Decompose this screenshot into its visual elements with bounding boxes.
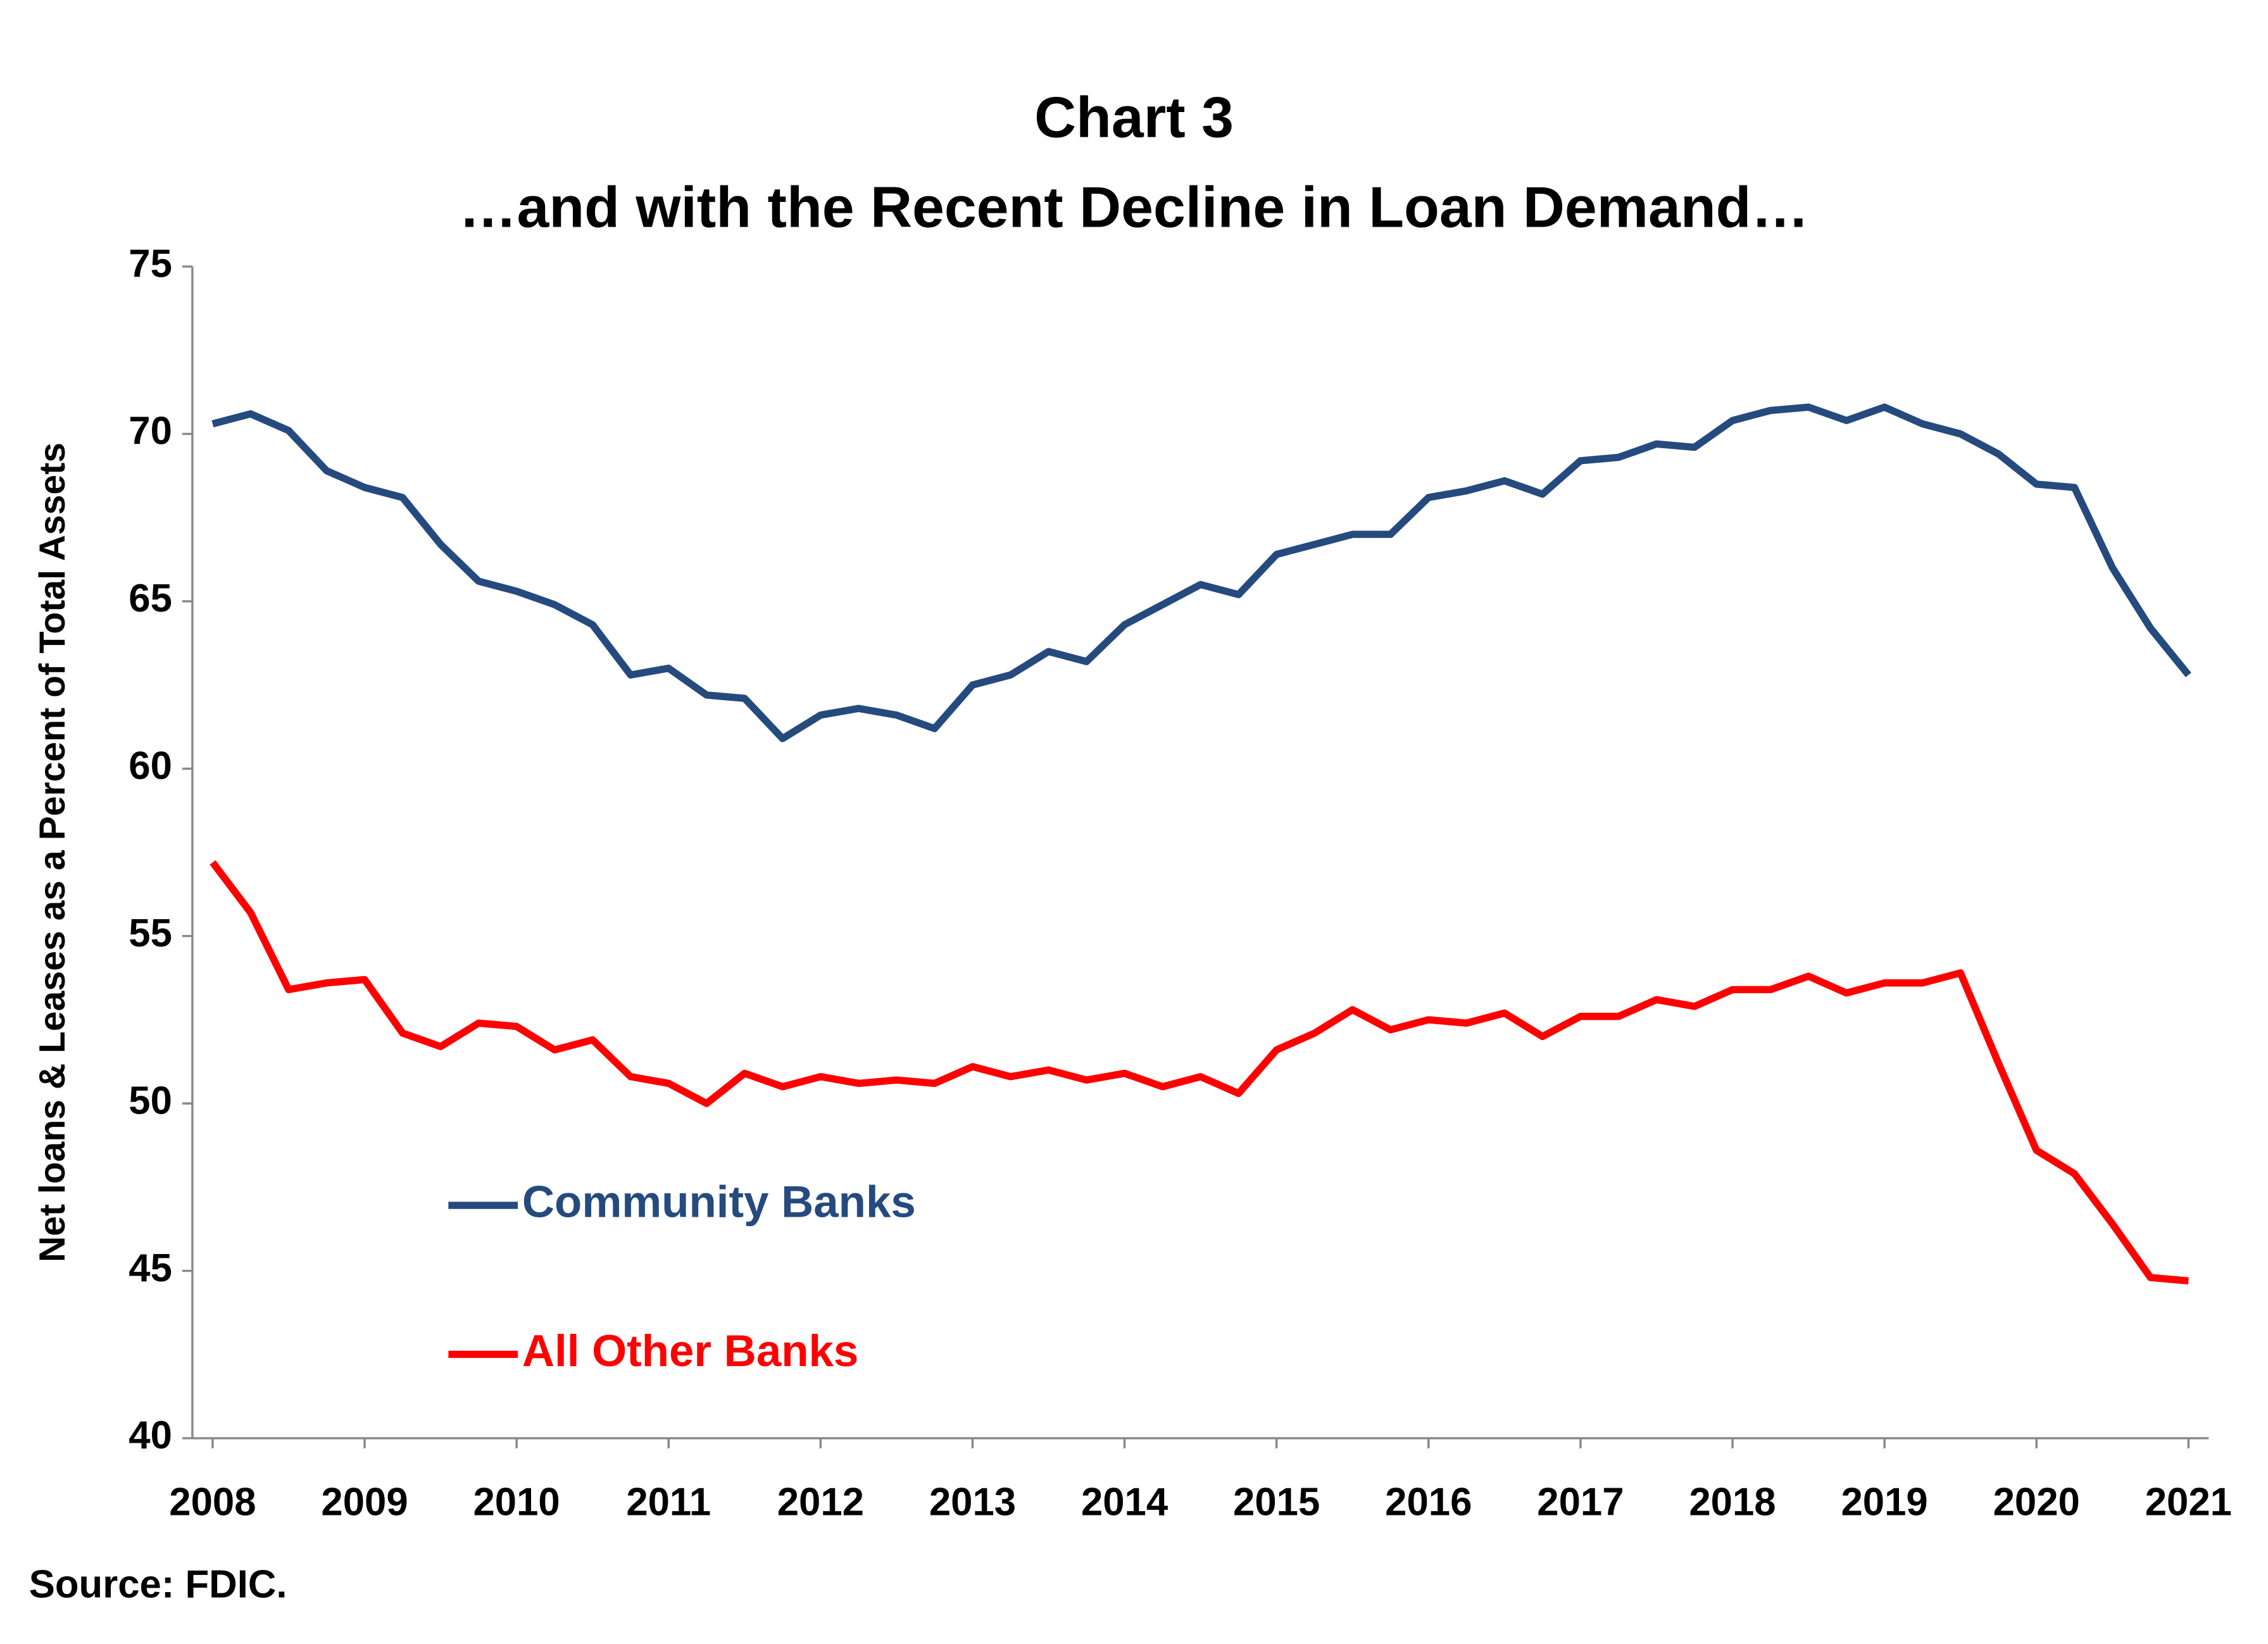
x-tick-label: 2016 [1385,1480,1472,1524]
series-line [211,403,2191,743]
x-tick-label: 2020 [1993,1480,2080,1524]
x-tick-label: 2019 [1841,1480,1927,1524]
y-tick-label: 75 [128,242,172,286]
x-tick-label: 2014 [1081,1480,1168,1524]
source-note: Source: FDIC. [29,1563,287,1607]
y-tick-label: 45 [128,1246,172,1290]
y-tick-label: 40 [128,1414,172,1457]
legend-label: Community Banks [522,1177,916,1227]
y-tick-label: 50 [128,1079,172,1122]
x-tick-label: 2012 [777,1480,864,1524]
x-tick-label: 2010 [473,1480,560,1524]
series-line [210,860,2189,1285]
y-tick-label: 70 [128,410,172,453]
chart-title: Chart 3 [1034,85,1234,150]
y-axis-title: Net loans & Leases as a Percent of Total… [32,442,73,1262]
x-tick-label: 2013 [929,1480,1016,1524]
x-tick-label: 2015 [1233,1480,1320,1524]
y-tick-label: 55 [128,912,172,955]
x-tick-label: 2021 [2145,1480,2232,1524]
y-tick-label: 65 [128,577,172,620]
x-tick-label: 2018 [1689,1480,1776,1524]
y-tick-label: 60 [128,744,172,788]
chart-subtitle: …and with the Recent Decline in Loan Dem… [459,175,1809,239]
x-tick-label: 2008 [169,1480,256,1524]
x-tick-label: 2017 [1537,1480,1624,1524]
x-tick-label: 2009 [321,1480,408,1524]
legend-label: All Other Banks [522,1326,858,1376]
x-tick-label: 2011 [626,1480,711,1524]
